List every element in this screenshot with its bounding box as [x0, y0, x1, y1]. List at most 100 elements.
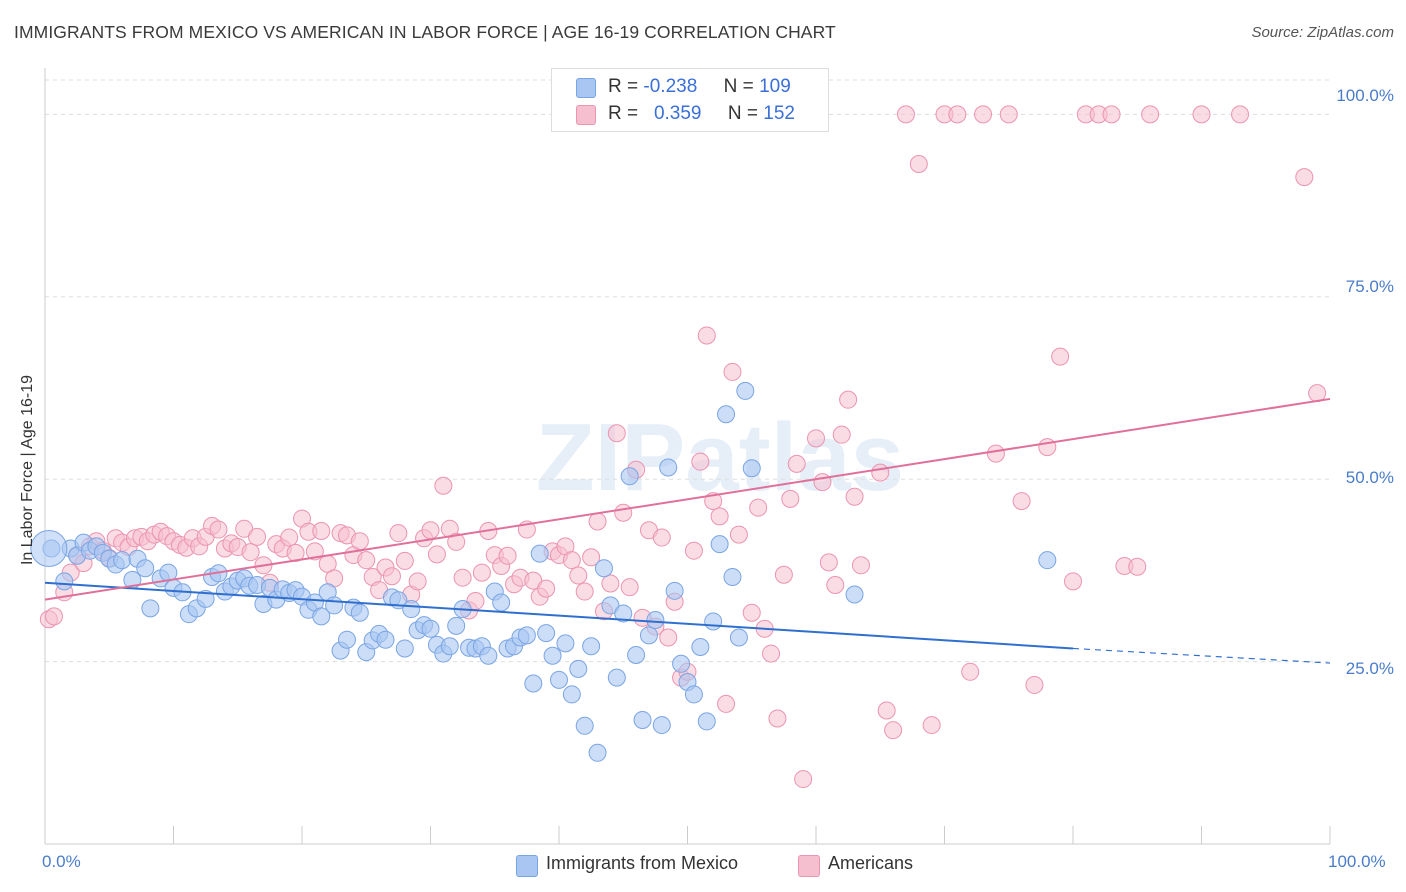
immigrant-point: [447, 616, 466, 635]
immigrant-point: [113, 551, 132, 570]
american-point: [749, 498, 768, 517]
immigrant-point: [575, 716, 594, 735]
american-point: [524, 571, 543, 590]
american-point: [248, 527, 267, 546]
immigrant-point: [55, 572, 74, 591]
immigrant-point: [556, 634, 575, 653]
american-point: [710, 507, 729, 526]
immigrant-point: [633, 710, 652, 729]
american-point: [395, 551, 414, 570]
immigrant-point-large: [30, 530, 68, 568]
american-point: [1051, 347, 1070, 366]
american-point: [684, 541, 703, 560]
immigrants-trend-line: [44, 581, 1074, 650]
american-point: [774, 565, 793, 584]
american-point: [871, 463, 890, 482]
immigrant-point: [569, 659, 588, 678]
american-point: [742, 603, 761, 622]
immigrant-point: [697, 712, 716, 731]
immigrant-point: [601, 596, 620, 615]
immigrant-point: [639, 626, 658, 645]
immigrant-point: [659, 458, 678, 477]
immigrant-point: [524, 674, 543, 693]
american-point: [999, 105, 1018, 124]
american-point: [44, 607, 63, 626]
american-point: [1295, 168, 1314, 187]
american-point: [241, 543, 260, 562]
american-point: [582, 548, 601, 567]
legend-swatch-blue: [516, 855, 538, 877]
immigrant-point: [627, 646, 646, 665]
immigrant-point: [395, 639, 414, 658]
immigrant-point: [350, 603, 369, 622]
immigrant-point: [1038, 551, 1057, 570]
immigrant-point: [717, 405, 736, 424]
american-point: [652, 528, 671, 547]
american-point: [209, 520, 228, 539]
immigrant-point: [402, 600, 421, 619]
chart-title: IMMIGRANTS FROM MEXICO VS AMERICAN IN LA…: [14, 22, 836, 42]
american-point: [845, 487, 864, 506]
immigrant-point: [530, 544, 549, 563]
immigrant-point: [614, 604, 633, 623]
american-point: [787, 454, 806, 473]
legend-label: Americans: [828, 853, 914, 873]
american-point: [601, 574, 620, 593]
american-point: [382, 567, 401, 586]
american-point: [280, 528, 299, 547]
immigrant-point: [845, 585, 864, 604]
american-point: [729, 525, 748, 544]
american-point: [659, 628, 678, 647]
immigrant-point: [723, 567, 742, 586]
immigrant-point: [710, 535, 729, 554]
american-point: [717, 694, 736, 713]
american-point: [575, 582, 594, 601]
immigrant-point: [672, 654, 691, 673]
american-point: [974, 105, 993, 124]
american-point: [909, 154, 928, 173]
american-point: [1231, 105, 1250, 124]
y-axis-title: In Labor Force | Age 16-19: [19, 374, 36, 566]
immigrant-point: [421, 619, 440, 638]
american-point: [877, 701, 896, 720]
americans-trend-line: [44, 397, 1331, 601]
stats-legend: R = -0.238 N = 109 R = 0.359 N = 152: [551, 68, 829, 132]
american-point: [357, 551, 376, 570]
american-point: [421, 521, 440, 540]
n-value: 109: [759, 76, 791, 97]
immigrant-point: [684, 685, 703, 704]
n-value: 152: [763, 103, 795, 124]
american-point: [839, 390, 858, 409]
american-point: [620, 578, 639, 597]
trend-lines: [44, 397, 1331, 664]
immigrant-point: [550, 670, 568, 689]
american-point: [562, 551, 581, 570]
american-point: [762, 644, 781, 663]
n-label: N =: [723, 76, 754, 97]
immigrant-point: [742, 459, 761, 478]
american-point: [851, 556, 870, 575]
legend-swatch-pink: [576, 105, 596, 125]
axes: [44, 68, 1331, 845]
american-point: [807, 429, 825, 448]
legend-swatch-blue: [576, 78, 596, 98]
immigrant-point: [582, 637, 601, 656]
immigrant-point: [312, 607, 331, 626]
american-point: [537, 579, 556, 598]
immigrant-point: [691, 638, 710, 657]
y-tick-label: 50.0%: [1345, 468, 1394, 487]
immigrant-point: [376, 630, 395, 649]
immigrant-point: [607, 668, 626, 687]
american-point: [312, 521, 331, 540]
american-point: [607, 424, 626, 443]
immigrant-point: [646, 611, 665, 630]
immigrant-point: [517, 626, 536, 645]
immigrant-point: [594, 559, 613, 578]
immigrants-trend-extension: [1072, 647, 1331, 664]
american-point: [305, 542, 324, 561]
immigrant-point: [337, 630, 356, 649]
legend-swatch-pink: [798, 855, 820, 877]
american-point: [1192, 105, 1211, 124]
american-point: [235, 519, 254, 538]
source-label: Source: ZipAtlas.com: [1251, 24, 1394, 41]
